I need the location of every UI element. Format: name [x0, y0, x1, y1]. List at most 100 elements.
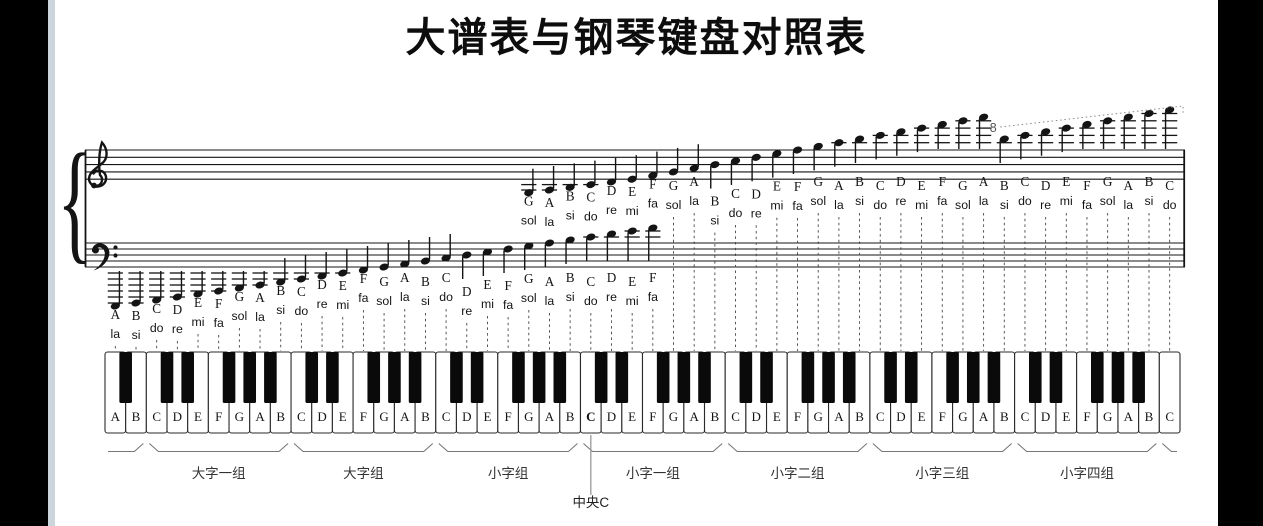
key-label: A	[111, 409, 121, 424]
note-letter: D	[607, 183, 617, 198]
octave-bracket	[293, 443, 434, 453]
note-letter: B	[710, 194, 719, 209]
note-solfege: mi	[192, 315, 205, 329]
key-label: C	[297, 409, 306, 424]
key-label: E	[194, 409, 202, 424]
notehead	[565, 183, 575, 191]
note-letter: A	[400, 270, 410, 285]
bass-clef-dot	[113, 245, 118, 250]
note-solfege: do	[873, 198, 887, 212]
key-label: F	[939, 409, 946, 424]
notehead	[1082, 120, 1092, 128]
piano-key-black	[450, 352, 463, 403]
page-title: 大谱表与钢琴键盘对照表	[405, 16, 868, 60]
notehead	[193, 290, 203, 298]
key-label: A	[834, 409, 844, 424]
note-letter: C	[1165, 178, 1174, 193]
note-solfege: la	[545, 294, 555, 308]
octave-label: 大字组	[343, 466, 384, 481]
note-letter: E	[628, 184, 636, 199]
key-label: A	[255, 409, 265, 424]
note-letter: F	[504, 278, 511, 293]
note-solfege: sol	[810, 194, 826, 208]
note-solfege: re	[751, 206, 762, 220]
piano-key-black	[119, 352, 132, 403]
note-letter: A	[545, 195, 555, 210]
notehead	[482, 248, 493, 256]
key-label: C	[586, 409, 595, 424]
notehead	[400, 260, 410, 268]
notehead	[648, 224, 658, 232]
key-label: B	[1145, 409, 1154, 424]
note-solfege: re	[606, 290, 617, 304]
piano-key-black	[181, 352, 194, 403]
notehead	[1123, 113, 1133, 121]
octave-bracket	[148, 443, 289, 453]
note-letter: D	[896, 174, 906, 189]
note-solfege: si	[855, 194, 864, 208]
piano-key-black	[553, 352, 567, 403]
note-solfege: fa	[214, 316, 224, 330]
note-letter: F	[1083, 178, 1090, 193]
note-letter: B	[1145, 174, 1154, 189]
note-solfege: la	[255, 310, 265, 324]
notehead	[276, 278, 286, 286]
note-solfege: re	[606, 203, 617, 217]
note-solfege: re	[895, 194, 906, 208]
notehead	[627, 175, 637, 183]
note-letter: E	[194, 295, 202, 310]
note-letter: A	[255, 290, 265, 305]
note-letter: G	[958, 178, 968, 193]
octave-bracket	[108, 443, 144, 453]
piano-key-black	[408, 352, 422, 403]
note-letter: F	[649, 177, 656, 192]
piano-key-black	[822, 352, 835, 403]
note-solfege: si	[710, 214, 719, 228]
piano-key-black	[243, 352, 257, 403]
key-label: B	[566, 409, 575, 424]
notehead	[503, 245, 513, 253]
octave-label: 小字二组	[771, 466, 825, 481]
key-label: D	[462, 409, 471, 424]
note-solfege: la	[545, 215, 555, 229]
key-label: B	[711, 409, 720, 424]
note-letter: F	[215, 296, 222, 311]
note-letter: B	[132, 308, 141, 323]
note-letter: E	[483, 277, 491, 292]
octave-label: 小字四组	[1060, 466, 1114, 481]
notehead	[586, 181, 596, 189]
notehead	[1061, 124, 1071, 132]
notehead	[110, 302, 120, 310]
bass-clef-head	[92, 246, 99, 254]
notehead	[896, 128, 906, 136]
piano-key-black	[904, 352, 918, 403]
key-label: C	[442, 409, 451, 424]
key-label: E	[1062, 409, 1070, 424]
notehead	[420, 257, 431, 265]
key-label: D	[317, 409, 326, 424]
notehead	[854, 135, 865, 143]
note-solfege: si	[132, 328, 141, 342]
piano-key-black	[367, 352, 381, 403]
note-solfege: fa	[648, 197, 658, 211]
notehead	[834, 139, 844, 147]
notehead	[1103, 117, 1113, 125]
key-label: G	[1103, 409, 1112, 424]
note-solfege: mi	[915, 198, 928, 212]
notehead	[999, 135, 1009, 143]
notehead	[792, 146, 803, 154]
notehead	[441, 254, 451, 262]
piano-key-black	[987, 352, 1001, 403]
notehead	[958, 117, 968, 125]
notehead	[524, 242, 534, 250]
note-solfege: re	[461, 304, 472, 318]
note-letter: A	[1124, 178, 1134, 193]
notehead	[875, 131, 885, 139]
key-label: G	[958, 409, 967, 424]
piano-key-black	[512, 352, 525, 403]
note-solfege: fa	[792, 199, 802, 213]
piano-key-black	[222, 352, 236, 403]
notehead	[317, 272, 327, 280]
note-letter: F	[939, 174, 946, 189]
